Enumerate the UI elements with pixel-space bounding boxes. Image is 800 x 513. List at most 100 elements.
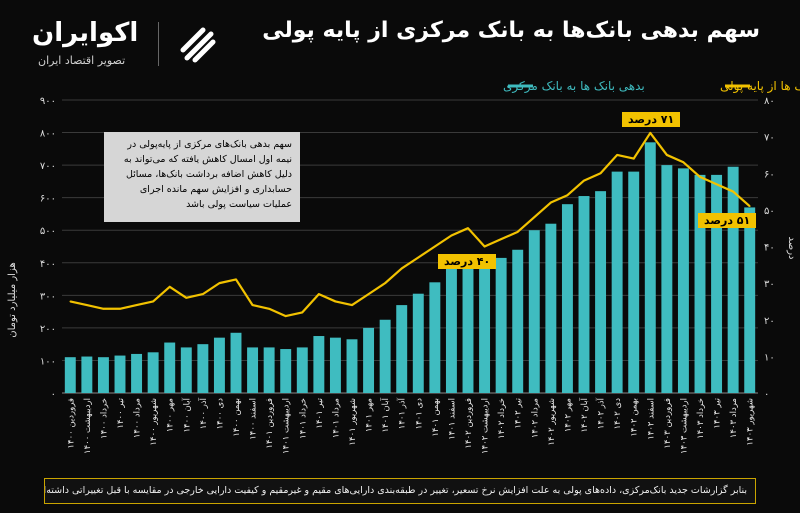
bar xyxy=(180,347,192,393)
x-tick-label: آذر ۱۴۰۲ xyxy=(595,397,607,429)
bar xyxy=(412,293,424,393)
y-tick-right: ۲۰ xyxy=(764,316,775,327)
bar xyxy=(611,171,623,393)
line-point xyxy=(318,293,320,295)
x-tick-label: بهمن ۱۴۰۲ xyxy=(630,398,640,437)
x-tick-label: اردیبهشت ۱۴۰۲ xyxy=(481,398,491,454)
bar xyxy=(346,339,358,393)
bar xyxy=(677,168,689,393)
x-tick-label: دی ۱۴۰۲ xyxy=(613,398,623,430)
bar xyxy=(578,196,590,393)
y-axis-right-label: درصد xyxy=(786,236,797,259)
y-tick-right: ۶۰ xyxy=(764,169,775,180)
y-tick-left: ۵۰۰ xyxy=(40,226,56,237)
x-tick-label: تیر ۱۴۰۱ xyxy=(315,397,325,428)
bar xyxy=(213,337,225,393)
logo-mark-icon xyxy=(180,27,216,63)
line-point xyxy=(599,172,602,175)
line-point xyxy=(135,304,138,306)
x-tick-label: بهمن ۱۴۰۰ xyxy=(232,398,242,437)
x-tick-label: فروردین ۱۴۰۳ xyxy=(663,398,673,449)
x-tick-label: فروردین ۱۴۰۲ xyxy=(464,398,474,449)
bar xyxy=(97,357,109,393)
bar xyxy=(711,174,723,393)
bar xyxy=(727,166,739,393)
line-point xyxy=(168,285,171,288)
line-point xyxy=(500,238,502,240)
annotation-71: ۷۱ درصد xyxy=(622,112,681,127)
bar xyxy=(313,336,325,393)
line-point xyxy=(251,304,254,306)
bar xyxy=(296,347,308,393)
y-tick-left: ۰ xyxy=(51,389,56,400)
line-point xyxy=(566,194,569,197)
line-point xyxy=(202,293,204,295)
bar xyxy=(131,353,143,393)
line-point xyxy=(550,201,552,204)
bar xyxy=(263,347,275,393)
x-tick-label: شهریور ۱۴۰۰ xyxy=(149,398,159,446)
bar xyxy=(595,191,607,393)
line-point xyxy=(699,176,701,178)
line-point xyxy=(533,216,536,218)
bar xyxy=(561,204,573,393)
bar xyxy=(628,171,640,393)
y-tick-right: ۵۰ xyxy=(764,206,775,217)
line-point xyxy=(284,315,287,317)
y-tick-right: ۷۰ xyxy=(764,133,775,144)
line-point xyxy=(152,300,154,303)
x-tick-label: اسفند ۱۴۰۱ xyxy=(447,398,457,440)
bar xyxy=(644,142,656,393)
x-tick-label: مرداد ۱۴۰۰ xyxy=(133,398,143,438)
y-tick-left: ۴۰۰ xyxy=(40,259,56,270)
line-point xyxy=(682,161,685,164)
bar xyxy=(429,282,441,393)
x-tick-label: خرداد ۱۴۰۱ xyxy=(298,398,308,439)
line-point xyxy=(748,205,751,208)
logo-name: اکوایران xyxy=(32,18,139,48)
bar xyxy=(363,327,375,393)
line-point xyxy=(235,278,237,281)
line-point xyxy=(616,154,618,156)
line-point xyxy=(351,304,353,306)
line-point xyxy=(384,282,386,284)
bar xyxy=(528,230,540,393)
x-tick-label: خرداد ۱۴۰۲ xyxy=(497,398,507,439)
x-tick-label: آذر ۱۴۰۱ xyxy=(396,397,408,429)
bar xyxy=(445,262,457,393)
bar-series xyxy=(64,142,756,393)
y-tick-right: ۰ xyxy=(764,389,769,400)
bar xyxy=(81,356,93,393)
bar xyxy=(164,342,176,393)
x-tick-label: اسفند ۱۴۰۰ xyxy=(249,398,259,440)
x-tick-label: اردیبهشت ۱۴۰۳ xyxy=(679,398,689,454)
line-point xyxy=(185,296,188,299)
x-tick-label: شهریور ۱۴۰۱ xyxy=(348,398,358,446)
bar xyxy=(147,352,159,393)
line-point xyxy=(434,245,436,248)
line-point xyxy=(450,234,453,237)
y-axis-left-label: هزار میلیارد تومان xyxy=(7,262,18,337)
bar xyxy=(545,223,557,393)
logo-separator xyxy=(158,22,159,66)
x-tick-label: فروردین ۱۴۰۱ xyxy=(265,398,275,449)
x-tick-label: تیر ۱۴۰۲ xyxy=(514,397,524,428)
y-axis-right: ۰ ۱۰ ۲۰ ۳۰ ۴۰ ۵۰ ۶۰ ۷۰ ۸۰ xyxy=(764,96,775,400)
line-point xyxy=(86,304,88,306)
x-tick-label: دی ۱۴۰۰ xyxy=(215,398,225,430)
bar xyxy=(694,174,706,393)
x-tick-label: مهر ۱۴۰۰ xyxy=(166,398,176,432)
bar xyxy=(462,262,474,393)
x-tick-label: خرداد ۱۴۰۰ xyxy=(99,398,109,439)
y-tick-left: ۲۰۰ xyxy=(40,324,56,335)
line-point xyxy=(649,132,652,134)
x-tick-label: تیر ۱۴۰۳ xyxy=(713,397,723,428)
bar xyxy=(247,347,259,393)
line-point xyxy=(218,282,221,284)
bar xyxy=(744,207,756,393)
y-tick-right: ۱۰ xyxy=(764,352,775,363)
header: سهم بدهی بانک‌ها به بانک مرکزی از پایه پ… xyxy=(0,0,800,78)
x-tick-label: آبان ۱۴۰۱ xyxy=(379,397,391,432)
line-point xyxy=(467,227,469,229)
logo-tagline: تصویر اقتصاد ایران xyxy=(38,54,126,67)
